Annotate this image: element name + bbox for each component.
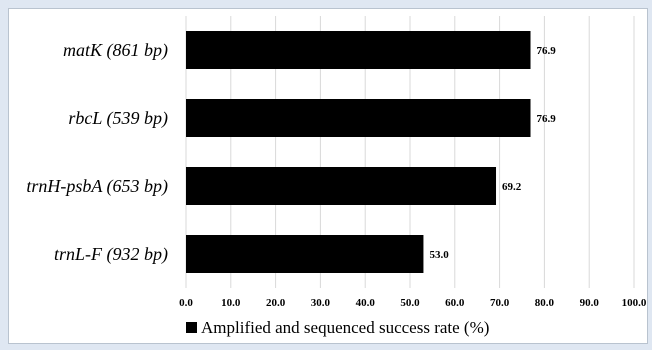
category-label: matK (861 bp) [63,40,168,61]
bars [186,31,531,273]
x-tick-label: 50.0 [400,297,420,309]
x-tick-label: 60.0 [445,297,465,309]
x-tick-label: 0.0 [179,297,193,309]
data-label: 76.9 [537,113,557,125]
x-tick-label: 100.0 [622,297,647,309]
category-label: rbcL (539 bp) [68,108,168,129]
bar [186,167,497,205]
x-tick-label: 80.0 [535,297,555,309]
data-label: 53.0 [429,249,449,261]
legend-label: Amplified and sequenced success rate (%) [201,318,489,337]
x-tick-label: 10.0 [221,297,241,309]
x-tick-label: 70.0 [490,297,510,309]
x-axis-ticks: 0.0 10.0 20.0 30.0 40.0 50.0 60.0 70.0 80.0 90.0 1… [179,297,647,309]
x-tick-label: 90.0 [580,297,600,309]
bar [186,99,531,137]
legend: Amplified and sequenced success rate (%) [186,318,489,337]
bar [186,31,531,69]
data-label: 76.9 [537,45,557,57]
data-label: 69.2 [502,181,522,193]
x-tick-label: 40.0 [356,297,376,309]
data-labels: 76.9 76.9 69.2 53.0 [429,45,556,261]
category-labels: matK (861 bp) rbcL (539 bp) trnH-psbA (653… [26,40,168,265]
category-label: trnH-psbA (653 bp) [26,176,168,197]
x-tick-label: 30.0 [311,297,331,309]
category-label: trnL-F (932 bp) [54,244,168,265]
legend-swatch [186,322,197,333]
x-tick-label: 20.0 [266,297,286,309]
bar [186,235,424,273]
